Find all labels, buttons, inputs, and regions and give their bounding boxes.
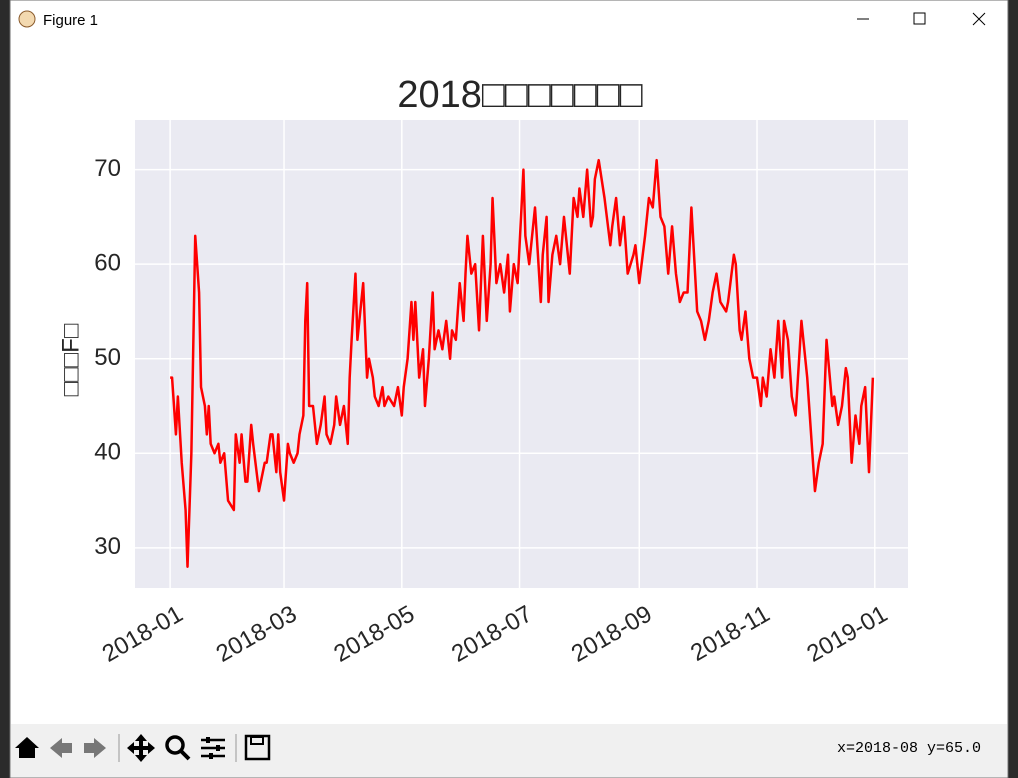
chart-title: 2018□□□□□□□ — [397, 74, 642, 116]
y-tick-label: 30 — [94, 533, 121, 560]
grid — [135, 120, 908, 588]
back-button[interactable] — [50, 738, 72, 758]
y-tick-label: 70 — [94, 155, 121, 182]
y-tick-label: 40 — [94, 439, 121, 466]
zoom-button[interactable] — [165, 735, 185, 755]
pan-button[interactable] — [127, 734, 155, 762]
lines — [170, 158, 875, 568]
maximize-button[interactable] — [913, 12, 926, 25]
window-title: Figure 1 — [43, 12, 98, 29]
data-line — [170, 158, 875, 568]
y-axis-label: □□□F□ — [57, 323, 84, 396]
home-button[interactable] — [15, 737, 39, 758]
toolbar-icons — [15, 734, 271, 762]
app-icon — [18, 10, 36, 28]
toolbar — [11, 724, 1007, 777]
close-button[interactable] — [972, 12, 986, 26]
y-tick-label: 60 — [94, 250, 121, 277]
status-text: x=2018-08 y=65.0 — [837, 740, 981, 757]
forward-button[interactable] — [84, 738, 106, 758]
y-tick-label: 50 — [94, 344, 121, 371]
